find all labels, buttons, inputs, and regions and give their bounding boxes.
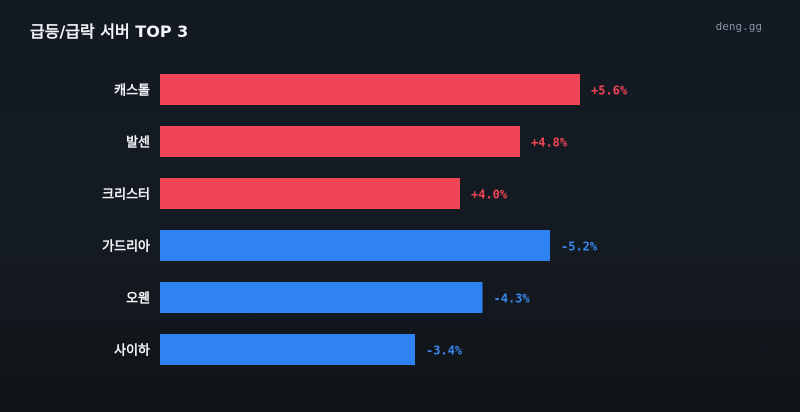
chart-title: 급등/급락 서버 TOP 3: [30, 22, 189, 41]
value-label: +5.6%: [591, 84, 628, 98]
bar-fall: [160, 230, 550, 261]
category-label: 사이하: [114, 343, 150, 359]
value-label: +4.0%: [471, 188, 508, 202]
category-label: 발센: [126, 135, 150, 151]
bar-fall: [160, 334, 415, 365]
category-label: 캐스톨: [114, 83, 150, 99]
bar-rise: [160, 178, 460, 209]
brand-label: deng.gg: [715, 20, 762, 33]
category-label: 오웬: [126, 292, 150, 307]
value-label: -4.3%: [494, 292, 531, 306]
value-label: -3.4%: [426, 344, 463, 358]
bar-rise: [160, 74, 580, 105]
category-label: 크리스터: [102, 187, 150, 203]
bar-fall: [160, 282, 483, 313]
value-label: +4.8%: [531, 136, 568, 150]
category-label: 가드리아: [102, 239, 150, 255]
bar-rise: [160, 126, 520, 157]
value-label: -5.2%: [561, 240, 598, 254]
